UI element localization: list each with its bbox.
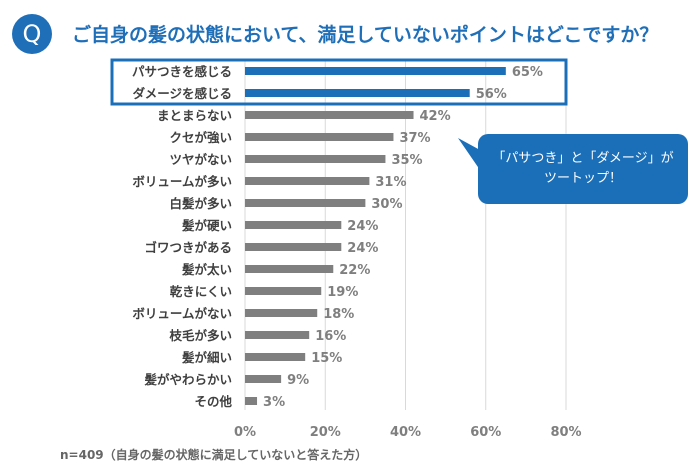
bar bbox=[245, 199, 366, 207]
category-label: 乾きにくい bbox=[170, 284, 232, 299]
x-tick-label: 40% bbox=[390, 425, 421, 440]
value-label: 19% bbox=[327, 285, 358, 300]
value-label: 22% bbox=[339, 263, 370, 278]
value-label: 35% bbox=[391, 153, 422, 168]
bar bbox=[245, 177, 370, 185]
bar bbox=[245, 265, 334, 273]
x-tick-label: 60% bbox=[470, 425, 501, 440]
value-label: 65% bbox=[512, 65, 543, 80]
callout-pointer bbox=[458, 138, 480, 170]
category-label: ゴワつきがある bbox=[144, 240, 232, 255]
bar bbox=[245, 375, 282, 383]
category-label: 髪がやわらかい bbox=[143, 372, 232, 387]
value-label: 18% bbox=[323, 307, 354, 322]
bar bbox=[245, 331, 310, 339]
category-label: パサつきを感じる bbox=[132, 64, 232, 79]
x-tick-label: 20% bbox=[310, 425, 341, 440]
value-label: 24% bbox=[347, 241, 378, 256]
value-label: 37% bbox=[399, 131, 430, 146]
x-tick-label: 0% bbox=[234, 425, 256, 440]
bar bbox=[245, 89, 470, 97]
bar bbox=[245, 353, 306, 361]
chart-title: ご自身の髪の状態において、満足していないポイントはどこですか？ bbox=[72, 24, 659, 46]
category-label: 髪が硬い bbox=[181, 218, 232, 233]
bar bbox=[245, 133, 394, 141]
value-label: 16% bbox=[315, 329, 346, 344]
bar bbox=[245, 397, 258, 405]
bar bbox=[245, 287, 322, 295]
category-label: ボリュームが多い bbox=[132, 174, 232, 189]
bar bbox=[245, 155, 386, 163]
highlight-box bbox=[110, 58, 568, 106]
bar bbox=[245, 221, 342, 229]
category-label: 髪が細い bbox=[181, 350, 232, 365]
x-tick-label: 80% bbox=[550, 425, 581, 440]
category-label: その他 bbox=[194, 394, 232, 409]
category-label: 白髪が多い bbox=[169, 196, 232, 211]
category-label: ボリュームがない bbox=[132, 306, 232, 321]
value-label: 56% bbox=[476, 87, 507, 102]
category-label: ダメージを感じる bbox=[133, 86, 232, 101]
category-label: ツヤがない bbox=[169, 152, 232, 167]
footnote: n=409（自身の髪の状態に満足していないと答えた方） bbox=[60, 448, 368, 462]
bar bbox=[245, 111, 414, 119]
bar bbox=[245, 67, 506, 75]
category-label: まとまらない bbox=[157, 108, 232, 123]
callout-bubble: 「パサつき」と「ダメージ」が ツートップ！ bbox=[478, 134, 688, 204]
question-badge: Q bbox=[12, 14, 52, 54]
value-label: 15% bbox=[311, 351, 342, 366]
value-label: 42% bbox=[420, 109, 451, 124]
value-label: 31% bbox=[375, 175, 406, 190]
bar bbox=[245, 309, 318, 317]
category-label: クセが強い bbox=[169, 130, 232, 145]
value-label: 9% bbox=[287, 373, 309, 388]
value-label: 24% bbox=[347, 219, 378, 234]
bar bbox=[245, 243, 342, 251]
category-label: 枝毛が多い bbox=[168, 328, 232, 343]
value-label: 3% bbox=[263, 395, 285, 410]
value-label: 30% bbox=[371, 197, 402, 212]
category-label: 髪が太い bbox=[181, 262, 232, 277]
